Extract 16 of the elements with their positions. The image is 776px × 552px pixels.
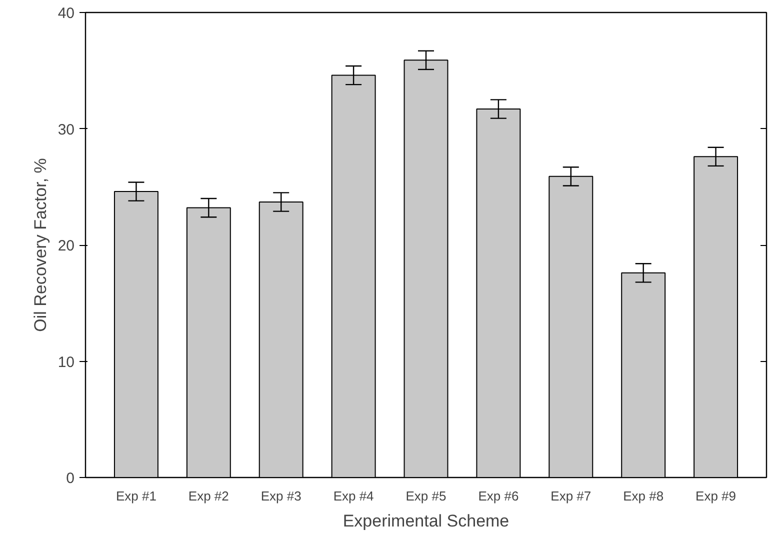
x-axis-title: Experimental Scheme	[342, 512, 510, 530]
x-tick-label: Exp #2	[188, 488, 229, 504]
x-tick-label: Exp #3	[260, 488, 302, 504]
x-tick-label: Exp #4	[333, 488, 374, 504]
y-tick-label: 30	[58, 121, 75, 138]
x-tick-label: Exp #1	[116, 488, 156, 504]
y-tick-label: 40	[58, 5, 75, 22]
y-tick-label: 0	[66, 470, 74, 487]
x-tick-label: Exp #8	[623, 488, 664, 504]
x-tick-label: Exp #5	[406, 488, 446, 504]
y-axis-title: Oil Recovery Factor, %	[30, 158, 50, 332]
x-tick-label: Exp #9	[696, 488, 736, 504]
x-tick-label: Exp #7	[550, 488, 592, 504]
x-tick-label: Exp #6	[478, 488, 519, 504]
y-tick-label: 10	[58, 354, 75, 371]
y-tick-label: 20	[58, 238, 75, 254]
